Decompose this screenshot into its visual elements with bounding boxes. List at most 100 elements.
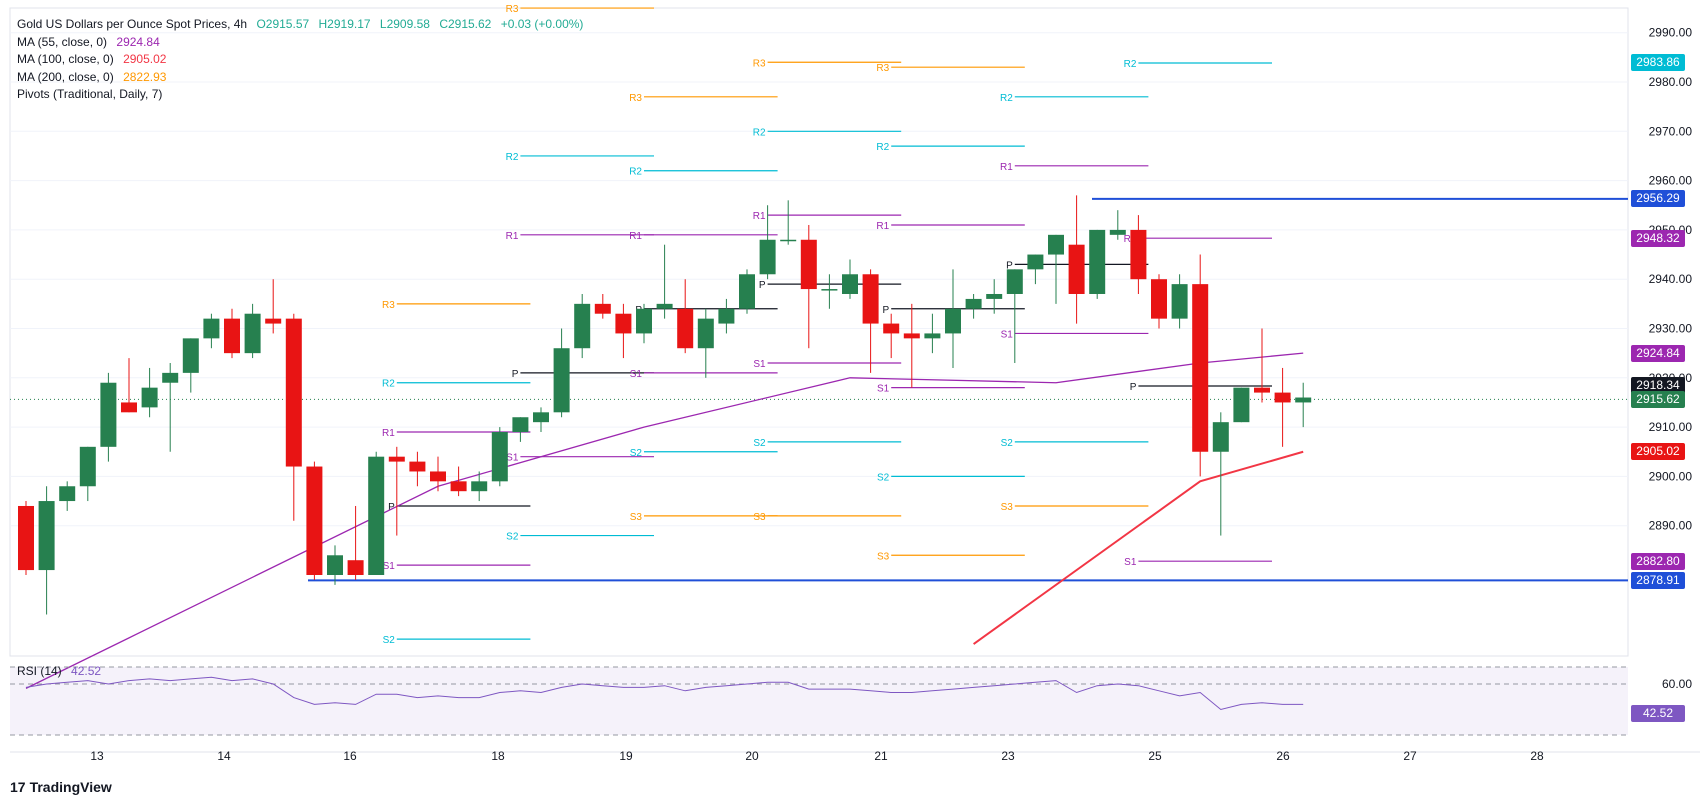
candle-body <box>697 318 714 349</box>
legend-ma55-row[interactable]: MA (55, close, 0) 2924.84 <box>17 34 583 52</box>
legend-pivots-row[interactable]: Pivots (Traditional, Daily, 7) <box>17 86 583 104</box>
tradingview-logo[interactable]: 17 TradingView <box>10 779 112 795</box>
y-tick-label: 2910.00 <box>1649 420 1693 434</box>
pivot-label-s2: S2 <box>877 472 890 483</box>
candle-body <box>1006 269 1023 294</box>
tradingview-icon: 17 <box>10 779 26 795</box>
price-tag: 2905.02 <box>1631 443 1685 461</box>
pivot-label-p: P <box>759 280 766 291</box>
y-tick-label: 2890.00 <box>1649 519 1693 533</box>
legend-ma100-row[interactable]: MA (100, close, 0) 2905.02 <box>17 51 583 69</box>
price-tag: 2924.84 <box>1631 345 1685 363</box>
candle <box>327 545 343 585</box>
candle-body <box>924 333 941 339</box>
x-tick-label: 27 <box>1403 749 1417 763</box>
pivot-label-s1: S1 <box>506 453 519 464</box>
pivot-label-s1: S1 <box>1001 329 1014 340</box>
candle <box>409 451 426 487</box>
candle <box>100 372 117 462</box>
candle <box>471 471 488 502</box>
candle-body <box>1089 229 1106 294</box>
candle <box>903 303 920 388</box>
candle-body <box>1130 229 1147 280</box>
candle-body <box>141 387 158 408</box>
rsi-line <box>25 676 1304 711</box>
candle-body <box>368 456 385 575</box>
candle <box>1068 195 1085 324</box>
y-tick-label: 2970.00 <box>1649 124 1693 138</box>
candle-body <box>1068 244 1085 294</box>
price-tag: 2956.29 <box>1631 190 1685 208</box>
candle <box>430 456 446 492</box>
ma200-label: MA (200, close, 0) <box>17 69 114 84</box>
candle <box>182 338 199 393</box>
candle-body <box>224 318 240 354</box>
pivot-label-s3: S3 <box>877 551 890 562</box>
pivot-label-r1: R1 <box>1000 162 1013 173</box>
pivot-label-s2: S2 <box>753 438 766 449</box>
candle-body <box>800 239 817 290</box>
candle-body <box>677 308 694 349</box>
y-tick-label: 2900.00 <box>1649 469 1693 483</box>
price-tag: 2983.86 <box>1631 54 1685 72</box>
candle <box>1171 274 1188 329</box>
candle-body <box>347 560 364 575</box>
candle-body <box>327 555 343 575</box>
candle <box>924 313 941 354</box>
ohlc-close: C2915.62 <box>439 17 492 31</box>
candle-body <box>1027 254 1044 270</box>
ohlc-high: H2919.17 <box>318 17 371 31</box>
pivot-label-r3: R3 <box>506 4 519 15</box>
candle <box>800 224 817 349</box>
candle-body <box>1254 387 1270 393</box>
candle <box>636 303 652 344</box>
rsi-band <box>10 667 1628 735</box>
candle-body <box>491 432 508 482</box>
chart-legend: Gold US Dollars per Ounce Spot Prices, 4… <box>17 16 583 104</box>
candle <box>1274 367 1291 447</box>
pivot-label-p: P <box>883 305 890 316</box>
candle <box>450 466 467 497</box>
candle <box>759 205 776 280</box>
candle <box>1192 254 1209 477</box>
candle-body <box>656 303 673 309</box>
ohlc-open: O2915.57 <box>256 17 310 31</box>
candle-body <box>903 333 920 339</box>
candle <box>121 358 137 413</box>
ma200-value: 2822.93 <box>123 69 167 84</box>
symbol-title: Gold US Dollars per Ounce Spot Prices, 4… <box>17 17 248 31</box>
x-tick-label: 20 <box>745 749 759 763</box>
pivot-label-r2: R2 <box>629 167 642 178</box>
ma100-value: 2905.02 <box>123 52 167 66</box>
legend-ma200-row[interactable]: MA (200, close, 0) 2822.93 <box>17 69 583 87</box>
candle-body <box>553 348 570 413</box>
price-tag: 2915.62 <box>1631 390 1685 408</box>
candle-body <box>1151 279 1167 319</box>
pivot-label-r1: R1 <box>506 231 519 242</box>
candle <box>945 269 961 368</box>
rsi-value-tag: 42.52 <box>1631 705 1685 723</box>
candle-body <box>574 303 591 349</box>
candle <box>347 505 364 580</box>
price-tag: 2878.91 <box>1631 571 1685 589</box>
candle-body <box>636 308 652 334</box>
pivot-label-r2: R2 <box>506 152 519 163</box>
rsi-label: RSI (14) <box>17 664 62 678</box>
candle <box>986 279 1003 314</box>
candle <box>615 303 632 359</box>
pivot-label-p: P <box>1006 260 1013 271</box>
candle <box>59 481 76 511</box>
pivot-label-s3: S3 <box>753 512 766 523</box>
candle <box>739 269 755 314</box>
candle-body <box>409 461 426 472</box>
x-tick-label: 21 <box>874 749 888 763</box>
price-tag: 2918.34 <box>1631 377 1685 395</box>
candle <box>141 367 158 418</box>
rsi-legend[interactable]: RSI (14) 42.52 <box>17 664 101 678</box>
candle-body <box>203 318 220 339</box>
y-tick-label: 2990.00 <box>1649 26 1693 40</box>
x-tick-label: 16 <box>343 749 357 763</box>
pivot-label-s1: S1 <box>630 369 643 380</box>
pivot-label-r1: R1 <box>1124 234 1137 245</box>
